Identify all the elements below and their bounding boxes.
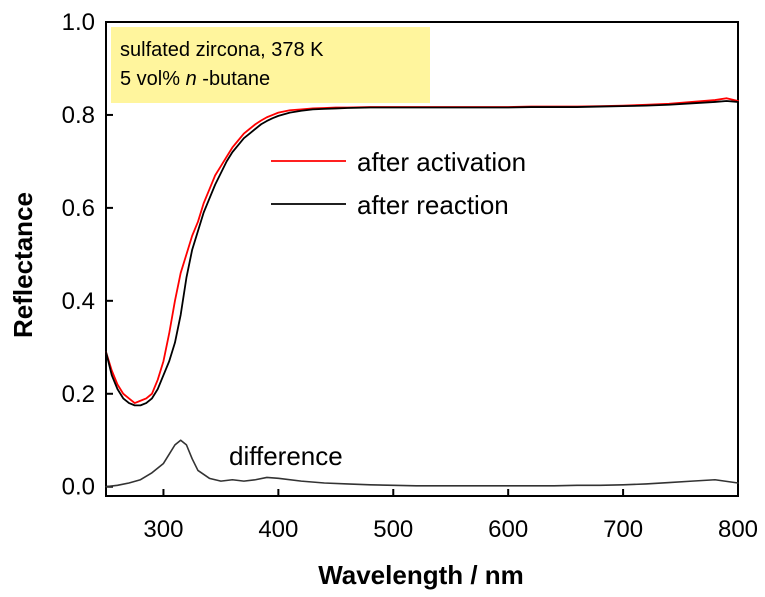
info-line-1: sulfated zircona, 378 K [120, 39, 324, 61]
info-box [111, 27, 430, 103]
x-tick-label: 400 [258, 516, 298, 543]
difference-label: difference [229, 441, 343, 471]
x-tick-label: 700 [603, 516, 643, 543]
legend: after activation after reaction [271, 147, 526, 220]
y-tick-label: 0.4 [62, 288, 95, 315]
y-tick-label: 0.2 [62, 381, 95, 408]
y-axis-title: Reflectance [8, 192, 38, 338]
y-tick-label: 0.6 [62, 195, 95, 222]
y-tick-label: 1.0 [62, 9, 95, 36]
legend-label-after-activation: after activation [357, 147, 526, 177]
legend-label-after-reaction: after reaction [357, 190, 509, 220]
x-axis: 300 400 500 600 700 800 [143, 489, 758, 543]
y-axis: 0.0 0.2 0.4 0.6 0.8 1.0 [62, 9, 113, 501]
info-box-group: sulfated zircona, 378 K 5 vol% n -butane [111, 27, 430, 103]
series-line [105, 97, 739, 404]
plot-frame [105, 21, 739, 497]
info-line-2-italic: n [186, 68, 197, 90]
series-line [105, 439, 739, 488]
info-line-2: 5 vol% n -butane [120, 68, 270, 90]
series-line [105, 100, 739, 407]
y-tick-label: 0.8 [62, 102, 95, 129]
x-axis-title: Wavelength / nm [318, 560, 524, 590]
series-group [105, 97, 739, 488]
x-tick-label: 500 [373, 516, 413, 543]
x-tick-label: 300 [143, 516, 183, 543]
x-tick-label: 600 [488, 516, 528, 543]
info-line-2-suffix: -butane [202, 68, 270, 90]
info-line-2-prefix: 5 vol% [120, 68, 186, 90]
y-tick-label: 0.0 [62, 474, 95, 501]
x-tick-label: 800 [718, 516, 758, 543]
